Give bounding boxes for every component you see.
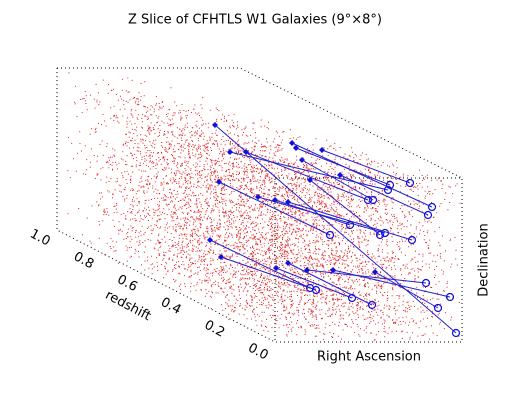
end-circle <box>311 285 321 295</box>
segment <box>306 269 427 284</box>
segment <box>287 201 413 241</box>
start-diamond <box>227 149 233 155</box>
start-diamond <box>243 149 249 155</box>
end-circle <box>385 180 395 190</box>
z-tick-label: 0.4 <box>158 295 183 318</box>
segment <box>309 179 381 236</box>
galaxy-points <box>67 72 461 341</box>
start-diamond <box>273 265 279 271</box>
z-axis-label: redshift <box>103 288 154 324</box>
start-diamond <box>337 172 343 178</box>
start-diamond <box>293 145 299 151</box>
segment <box>301 159 374 201</box>
end-circle <box>407 235 417 245</box>
segment <box>218 181 331 236</box>
end-circle <box>375 230 385 240</box>
segment <box>274 199 351 226</box>
start-diamond <box>255 194 261 200</box>
segment <box>374 271 439 309</box>
start-diamond <box>207 237 213 243</box>
segment <box>287 262 373 306</box>
end-circle <box>423 210 433 220</box>
end-circle <box>421 278 431 288</box>
end-circle <box>368 195 378 205</box>
segment <box>229 151 389 191</box>
segment <box>209 239 311 289</box>
box <box>56 67 463 343</box>
end-circle <box>451 328 461 338</box>
start-diamond <box>212 122 218 128</box>
segment <box>291 142 433 208</box>
start-diamond <box>330 267 336 273</box>
box-edge <box>274 177 463 343</box>
box-edge <box>57 67 463 179</box>
start-diamond <box>285 260 291 266</box>
end-circle <box>427 202 437 212</box>
segment <box>275 267 353 299</box>
start-diamond <box>372 269 378 275</box>
end-circle <box>367 300 377 310</box>
x-axis-label: Right Ascension <box>317 350 421 365</box>
chart-title: Z Slice of CFHTLS W1 Galaxies (9°×8°) <box>128 13 382 28</box>
segment <box>339 174 429 216</box>
start-diamond <box>319 147 325 153</box>
galaxy-dots <box>67 72 461 341</box>
start-diamond <box>289 140 295 146</box>
segment <box>295 147 391 186</box>
segment <box>332 269 451 298</box>
start-diamond <box>272 197 278 203</box>
end-circle <box>433 303 443 313</box>
start-diamond <box>304 267 310 273</box>
z-tick-label: 0.8 <box>71 249 96 272</box>
start-diamond <box>216 179 222 185</box>
start-diamond <box>218 254 224 260</box>
start-diamond <box>307 177 313 183</box>
y-axis-label: Declination <box>477 223 492 297</box>
z-tick-label: 1.0 <box>27 227 52 250</box>
start-diamond <box>285 199 291 205</box>
z-tick-label: 0.2 <box>202 318 227 341</box>
pair-segments <box>207 122 461 338</box>
end-circle <box>325 230 335 240</box>
segment <box>214 124 457 334</box>
end-circle <box>405 178 415 188</box>
z-tick-label: 0.0 <box>245 341 270 364</box>
end-circle <box>445 292 455 302</box>
end-circle <box>363 195 373 205</box>
segment <box>220 256 317 291</box>
segment <box>245 151 369 201</box>
start-diamond <box>299 157 305 163</box>
segment <box>321 149 411 184</box>
